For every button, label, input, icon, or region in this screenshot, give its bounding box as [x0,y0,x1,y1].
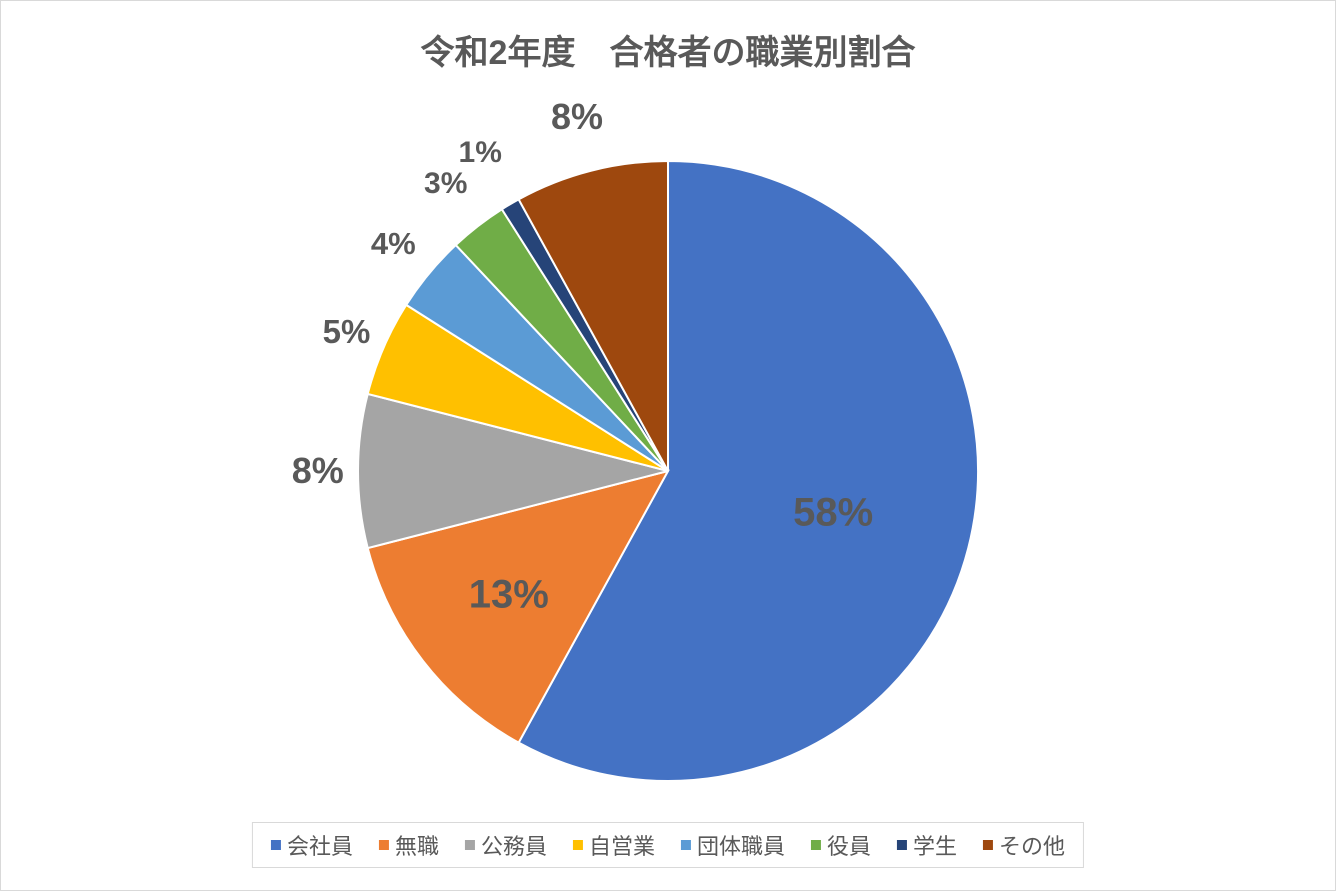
legend-item: 学生 [897,829,957,861]
legend-swatch [465,840,475,850]
legend-label: 公務員 [481,829,547,861]
legend-item: 役員 [811,829,871,861]
slice-data-label: 5% [323,313,371,351]
legend-item: 無職 [379,829,439,861]
slice-data-label: 58% [793,491,873,536]
legend-label: その他 [999,829,1065,861]
legend-swatch [811,840,821,850]
legend-item: 公務員 [465,829,547,861]
legend: 会社員 無職 公務員 自営業 団体職員 役員 学生 その他 [252,822,1084,868]
chart-frame: 令和2年度 合格者の職業別割合 58% 13% 8% 5% 4%3%1% 8% 会社員 無職… [0,0,1336,891]
slice-data-label: 4% [371,226,416,262]
slice-data-label: 8% [292,450,344,492]
legend-swatch [983,840,993,850]
legend-label: 無職 [395,829,439,861]
pie-chart: 58%13%8%5%4%3%1%8% [358,161,978,781]
legend-item: 団体職員 [681,829,785,861]
slice-data-label: 3% [424,167,467,201]
legend-label: 会社員 [287,829,353,861]
legend-swatch [897,840,907,850]
legend-item: その他 [983,829,1065,861]
chart-title: 令和2年度 合格者の職業別割合 [1,1,1335,74]
legend-item: 自営業 [573,829,655,861]
legend-swatch [573,840,583,850]
legend-label: 学生 [913,829,957,861]
legend-label: 自営業 [589,829,655,861]
slice-data-label: 13% [469,572,549,617]
legend-label: 役員 [827,829,871,861]
legend-swatch [379,840,389,850]
slice-data-label: 1% [459,136,502,170]
legend-label: 団体職員 [697,829,785,861]
legend-swatch [271,840,281,850]
slice-data-label: 8% [551,96,603,138]
pie-svg [358,161,978,781]
legend-swatch [681,840,691,850]
legend-item: 会社員 [271,829,353,861]
